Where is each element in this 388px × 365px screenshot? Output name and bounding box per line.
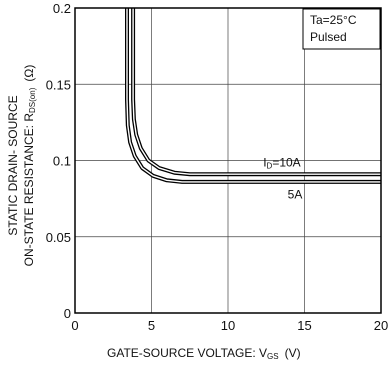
y-tick-label: 0 bbox=[64, 306, 71, 321]
x-tick-labels: 0 5 10 15 20 bbox=[71, 318, 388, 333]
series-label-10a-sub: D bbox=[267, 162, 273, 171]
series-lines bbox=[125, 8, 381, 184]
y-tick-label: 0.15 bbox=[46, 77, 71, 92]
y-tick-label: 0.2 bbox=[53, 1, 71, 16]
x-tick-label: 5 bbox=[148, 318, 155, 333]
series-label-10a: ID=10A bbox=[263, 156, 300, 171]
y-tick-label: 0.05 bbox=[46, 230, 71, 245]
x-tick-label: 0 bbox=[71, 318, 78, 333]
conditions-temperature: Ta=25°C bbox=[310, 13, 357, 27]
series-label-10a-rest: =10A bbox=[272, 156, 300, 170]
y-axis-title-sub: DS(on) bbox=[28, 87, 37, 113]
x-axis-title-unit: (V) bbox=[285, 346, 301, 360]
x-axis-title-sub: GS bbox=[267, 352, 279, 361]
conditions-box: Ta=25°C Pulsed bbox=[302, 8, 381, 50]
y-tick-label: 0.1 bbox=[53, 154, 71, 169]
x-tick-label: 15 bbox=[297, 318, 311, 333]
y-axis-title-line1: STATIC DRAIN- SOURCE bbox=[6, 95, 20, 235]
y-axis-title-line2: ON-STATE RESISTANCE: RDS(on) (Ω) bbox=[22, 65, 37, 267]
series-label-10a-main: I bbox=[263, 156, 266, 170]
plot-frame bbox=[74, 7, 382, 314]
grid bbox=[75, 8, 381, 313]
y-axis-title-unit: (Ω) bbox=[22, 65, 36, 82]
y-tick-labels: 0 0.05 0.1 0.15 0.2 bbox=[46, 1, 71, 321]
x-tick-label: 10 bbox=[221, 318, 235, 333]
conditions-box-frame bbox=[302, 8, 381, 50]
x-tick-label: 20 bbox=[374, 318, 388, 333]
x-axis-title: GATE-SOURCE VOLTAGE: VGS (V) bbox=[107, 346, 301, 361]
x-axis-title-main: GATE-SOURCE VOLTAGE: V bbox=[107, 346, 267, 360]
conditions-mode: Pulsed bbox=[310, 30, 347, 44]
series-line-inner-0 bbox=[132, 8, 381, 175]
series-line-inner-1 bbox=[126, 8, 381, 183]
y-axis-title-line2-main: ON-STATE RESISTANCE: R bbox=[22, 113, 36, 267]
series-label-5a: 5A bbox=[288, 188, 303, 202]
y-axis-title: STATIC DRAIN- SOURCE ON-STATE RESISTANCE… bbox=[6, 65, 37, 267]
